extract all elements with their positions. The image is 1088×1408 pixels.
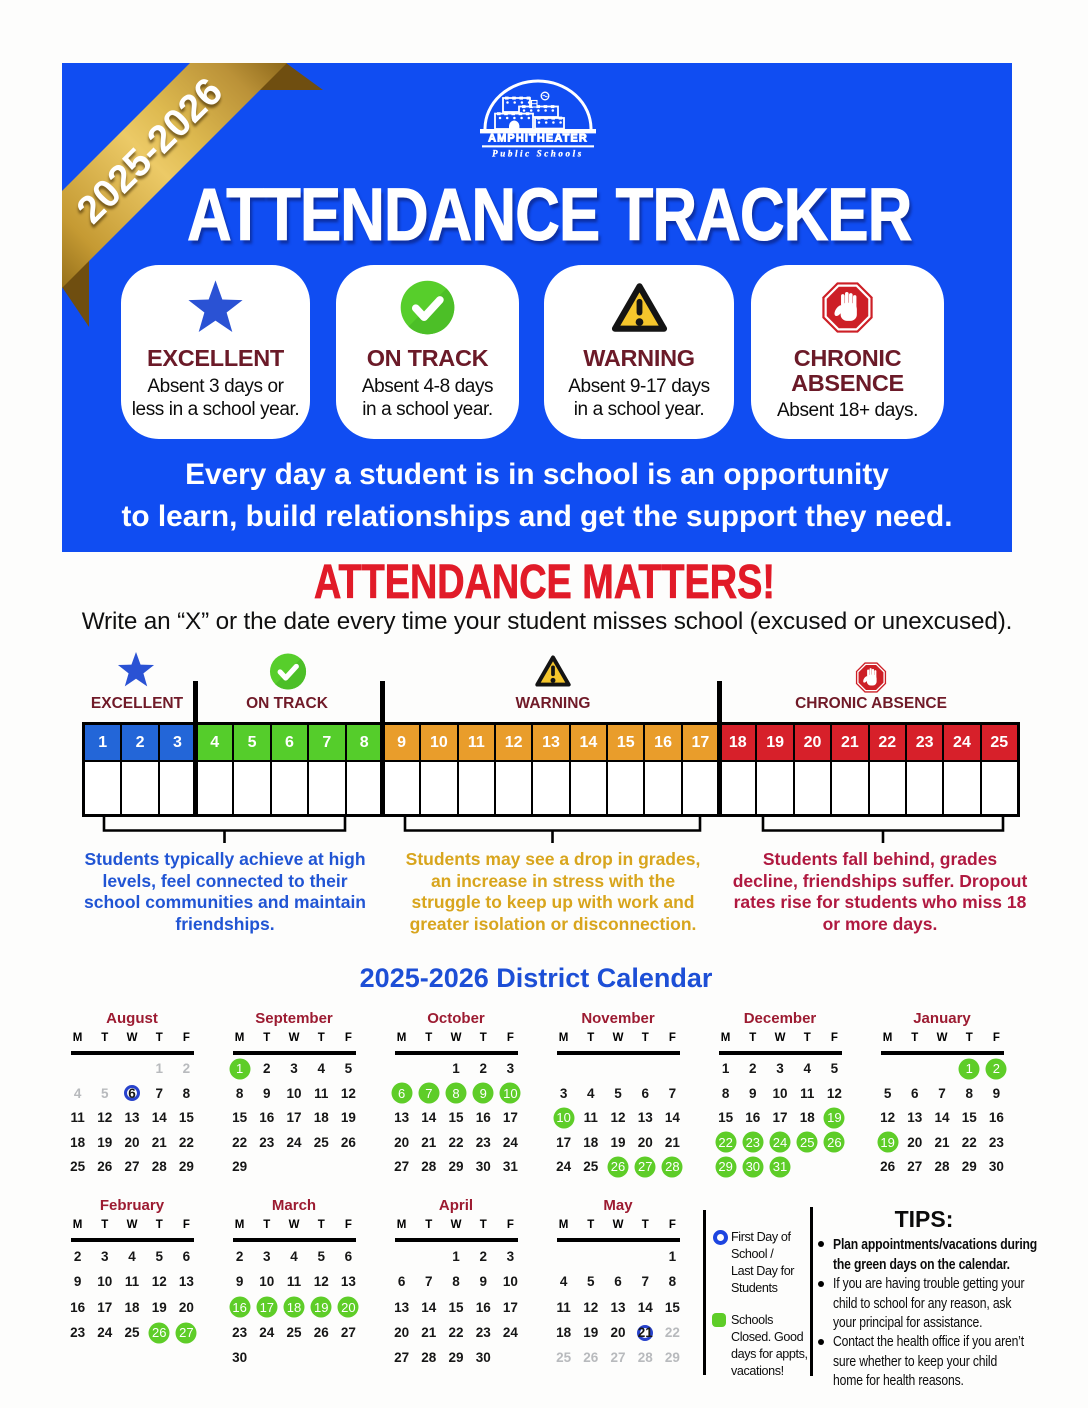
svg-text:AMPHITHEATER: AMPHITHEATER bbox=[488, 133, 588, 145]
svg-text:Public Schools: Public Schools bbox=[492, 149, 584, 159]
